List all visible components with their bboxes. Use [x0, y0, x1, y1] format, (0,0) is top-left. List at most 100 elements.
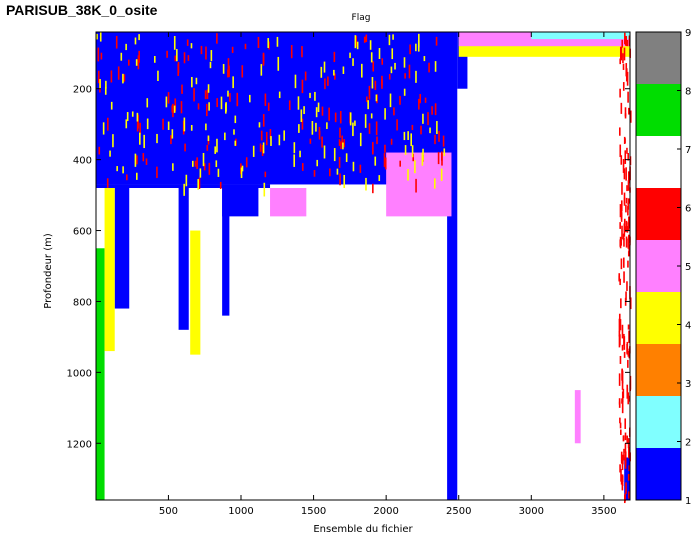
- flag-mark: [619, 417, 621, 424]
- flag-mark: [293, 154, 296, 167]
- flag-mark: [363, 36, 366, 43]
- flag-mark: [277, 56, 280, 71]
- flag-mark: [115, 35, 118, 49]
- flag-mark: [434, 134, 436, 145]
- flag-mark: [629, 110, 632, 123]
- flag-mark: [431, 106, 433, 115]
- flag-mark: [421, 152, 424, 166]
- flag-mark: [372, 183, 374, 194]
- flag-mark: [408, 64, 411, 79]
- flag-mark: [618, 335, 621, 348]
- flag-mark: [618, 331, 621, 337]
- flag-mark: [620, 155, 623, 165]
- flag-mark: [618, 273, 621, 281]
- flag-mark: [236, 92, 239, 107]
- flag-mark: [411, 124, 414, 131]
- flag-mark: [621, 483, 624, 491]
- flag-mark: [297, 96, 300, 110]
- flag-mark: [192, 160, 194, 167]
- flag-mark: [261, 144, 264, 156]
- flag-mark: [396, 119, 398, 131]
- flag-mark: [262, 114, 265, 127]
- colorbar-swatch-3: [636, 344, 681, 396]
- flag-mark: [622, 82, 625, 91]
- flag-mark: [333, 148, 336, 162]
- flag-mark: [327, 76, 329, 86]
- flag-mark: [625, 204, 627, 213]
- flag-mark: [623, 136, 626, 144]
- flag-mark: [216, 33, 218, 44]
- flag-mark: [618, 373, 621, 386]
- flag-mark: [120, 52, 123, 61]
- flag-mark: [315, 107, 318, 118]
- flag-region-8: [457, 32, 468, 89]
- flag-mark: [206, 144, 209, 151]
- flag-mark: [105, 80, 107, 89]
- flag-mark: [624, 418, 627, 429]
- flag-mark: [186, 39, 189, 46]
- x-tick-label: 1500: [301, 506, 326, 517]
- flag-mark: [356, 41, 359, 50]
- flag-mark: [334, 112, 337, 123]
- flag-mark: [343, 139, 345, 148]
- flag-mark: [625, 167, 627, 181]
- flag-mark: [390, 138, 393, 145]
- colorbar-swatch-2: [636, 396, 681, 448]
- flag-mark: [388, 73, 391, 80]
- flag-mark: [434, 61, 437, 72]
- flag-mark: [227, 65, 230, 75]
- flag-mark: [440, 168, 443, 181]
- colorbar-tick-label: 5: [685, 262, 691, 273]
- flag-mark: [190, 43, 193, 49]
- flag-mark: [301, 79, 304, 94]
- flag-mark: [146, 118, 149, 130]
- flag-mark: [185, 174, 188, 187]
- flag-mark: [627, 91, 629, 103]
- colorbar-tick-label: 3: [685, 379, 691, 390]
- flag-mark: [134, 153, 137, 167]
- flag-mark: [290, 45, 293, 59]
- flag-region-17: [270, 188, 307, 217]
- flag-mark: [627, 260, 629, 268]
- y-tick-label: 600: [73, 227, 92, 238]
- flag-mark: [391, 48, 394, 60]
- flag-mark: [181, 84, 183, 94]
- colorbar-swatch-4: [636, 292, 681, 344]
- flag-mark: [404, 145, 407, 155]
- flag-mark: [309, 138, 312, 144]
- flag-mark: [441, 153, 443, 166]
- flag-mark: [619, 204, 622, 218]
- flag-mark: [304, 71, 307, 81]
- flag-mark: [126, 174, 128, 181]
- flag-mark: [620, 200, 623, 211]
- flag-mark: [100, 52, 103, 60]
- flag-mark: [626, 343, 628, 354]
- flag-mark: [619, 222, 621, 229]
- flag-mark: [620, 453, 623, 461]
- flag-mark: [257, 36, 260, 48]
- y-axis: 200 400 600 800 1000 1200: [67, 85, 630, 450]
- flag-region-14: [531, 32, 630, 40]
- flag-mark: [136, 121, 139, 132]
- flag-mark: [234, 115, 237, 124]
- flag-mark: [627, 359, 629, 368]
- flag-mark: [293, 142, 296, 154]
- flag-mark: [399, 95, 401, 105]
- flag-mark: [343, 174, 346, 189]
- flag-mark: [96, 33, 98, 40]
- flag-mark: [625, 63, 628, 77]
- colorbar-swatch-5: [636, 240, 681, 292]
- flag-mark: [626, 435, 629, 444]
- flag-mark: [623, 336, 626, 350]
- chart-title: Flag: [352, 13, 371, 23]
- flag-mark: [624, 150, 627, 164]
- flag-mark: [171, 105, 174, 113]
- flag-mark: [301, 46, 303, 58]
- flag-mark: [116, 166, 118, 172]
- plot-area: [96, 32, 632, 504]
- flag-mark: [352, 122, 354, 137]
- flag-mark: [389, 93, 392, 108]
- colorbar: 1 2 3 4 5 6 7 8 9: [635, 28, 691, 507]
- flag-mark: [183, 117, 186, 132]
- flag-mark: [156, 133, 158, 144]
